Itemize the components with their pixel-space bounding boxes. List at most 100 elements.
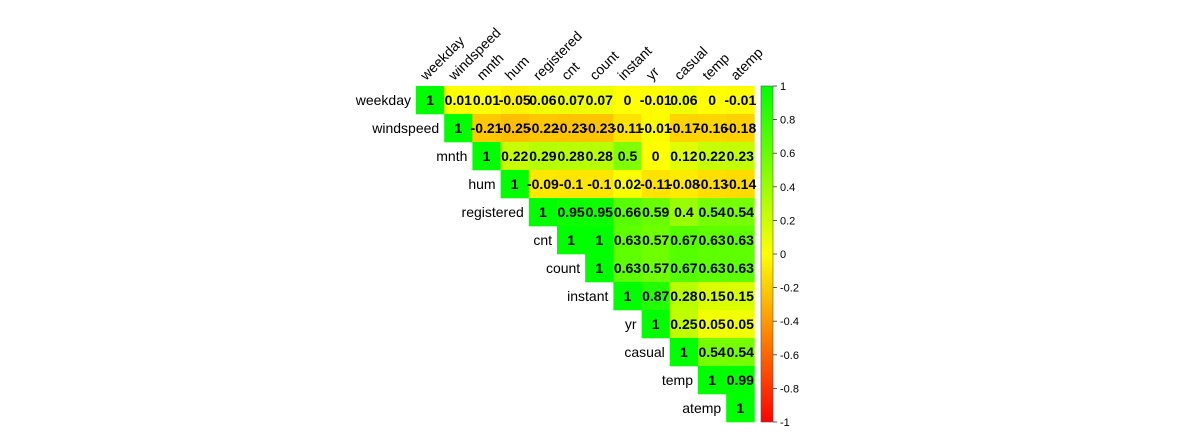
colorbar-tick-label: 0	[780, 249, 786, 261]
colorbar	[760, 85, 774, 423]
cell-value-label: 0.63	[614, 232, 641, 248]
heatmap-cell	[557, 142, 586, 171]
colorbar-tick-label: -1	[780, 417, 790, 429]
row-label: atemp	[682, 400, 721, 416]
heatmap-cell	[613, 170, 642, 199]
cell-value-label: -0.09	[527, 176, 559, 192]
cell-value-label: -0.17	[668, 120, 700, 136]
cell-value-label: 0.87	[642, 288, 669, 304]
heatmap-cell	[726, 170, 755, 199]
heatmap-cell	[669, 86, 699, 115]
heatmap-cell	[698, 86, 727, 115]
cell-value-label: -0.23	[583, 120, 615, 136]
colorbar-tick-label: 0.2	[780, 215, 795, 227]
heatmap-cell	[557, 86, 586, 115]
column-label: yr	[643, 63, 663, 83]
heatmap-cell	[698, 282, 727, 311]
cell-value-label: 0.63	[727, 232, 754, 248]
heatmap-cell	[557, 198, 586, 227]
cell-value-label: 0.25	[670, 316, 697, 332]
cell-value-label: 0.57	[642, 232, 669, 248]
cell-value-label: 0.15	[698, 288, 725, 304]
cell-value-label: 0	[708, 92, 716, 108]
row-label: casual	[624, 344, 664, 360]
cell-value-label: 1	[454, 120, 462, 136]
heatmap-cell	[641, 170, 671, 199]
heatmap-cell	[669, 338, 699, 367]
cell-value-label: 1	[624, 288, 632, 304]
heatmap-cell	[698, 142, 727, 171]
cell-value-label: -0.21	[471, 120, 503, 136]
cell-value-label: 0.59	[642, 204, 669, 220]
heatmap-cell	[726, 366, 755, 395]
column-label: hum	[502, 53, 533, 84]
cell-value-label: 0.01	[445, 92, 472, 108]
heatmap-cell	[613, 142, 642, 171]
cell-value-label: 0.95	[557, 204, 584, 220]
heatmap-cell	[726, 282, 755, 311]
colorbar-tick-label: 0.4	[780, 182, 795, 194]
cell-value-label: 0.54	[698, 204, 725, 220]
cell-value-label: 1	[483, 148, 491, 164]
cell-value-label: -0.11	[640, 176, 671, 192]
heatmap-cell	[416, 86, 445, 115]
cell-value-label: -0.22	[527, 120, 559, 136]
heatmap-cell	[698, 170, 727, 199]
heatmap-cell	[726, 86, 755, 115]
cell-value-label: 0.54	[727, 204, 754, 220]
heatmap-cell	[500, 142, 530, 171]
cell-value-label: 0.22	[698, 148, 725, 164]
cell-value-label: 0.63	[614, 260, 641, 276]
cell-value-label: 0.63	[698, 232, 725, 248]
cell-value-label: -0.08	[668, 176, 700, 192]
heatmap-cell	[585, 254, 614, 283]
heatmap-cell	[585, 86, 614, 115]
cell-value-label: 0.63	[698, 260, 725, 276]
heatmap-cell	[528, 114, 558, 143]
heatmap-cell	[585, 198, 614, 227]
cell-value-label: 0.15	[727, 288, 754, 304]
heatmap-cell	[669, 282, 699, 311]
cell-value-label: 0.06	[529, 92, 556, 108]
cell-value-label: 1	[652, 316, 660, 332]
cell-value-label: 1	[736, 400, 744, 416]
cell-value-label: 1	[511, 176, 519, 192]
cell-value-label: 0.28	[586, 148, 613, 164]
cell-value-label: -0.14	[724, 176, 756, 192]
heatmap-cell	[669, 310, 699, 339]
heatmap-cell	[500, 114, 530, 143]
heatmap-cell	[557, 226, 586, 255]
heatmap-cell	[669, 198, 699, 227]
heatmap-cell	[585, 226, 614, 255]
heatmap-cell	[641, 114, 671, 143]
row-label: hum	[468, 176, 495, 192]
cell-value-label: 0.12	[670, 148, 697, 164]
cell-value-label: -0.16	[696, 120, 728, 136]
row-label: registered	[462, 204, 524, 220]
cell-value-label: -0.1	[559, 176, 583, 192]
row-label: weekday	[355, 92, 411, 108]
cell-value-label: 0.28	[557, 148, 584, 164]
cell-value-label: 0.06	[670, 92, 697, 108]
cell-value-label: 0.99	[727, 372, 754, 388]
cell-value-label: 0	[652, 148, 660, 164]
heatmap-cell	[472, 114, 501, 143]
heatmap-cell	[528, 198, 558, 227]
colorbar-tick-label: 0.6	[780, 148, 795, 160]
heatmap-cell	[472, 142, 501, 171]
colorbar-tick-label: -0.4	[780, 316, 799, 328]
row-label: count	[546, 260, 580, 276]
heatmap-cell	[698, 226, 727, 255]
colorbar-tick-label: -0.8	[780, 383, 799, 395]
cell-value-label: 0.07	[586, 92, 613, 108]
cell-value-label: 0.01	[473, 92, 500, 108]
colorbar-tick-label: -0.2	[780, 283, 799, 295]
heatmap-cell	[641, 310, 671, 339]
cell-value-label: 1	[595, 260, 603, 276]
heatmap-cell	[669, 114, 699, 143]
heatmap-cell	[726, 142, 755, 171]
cell-value-label: 0.63	[727, 260, 754, 276]
